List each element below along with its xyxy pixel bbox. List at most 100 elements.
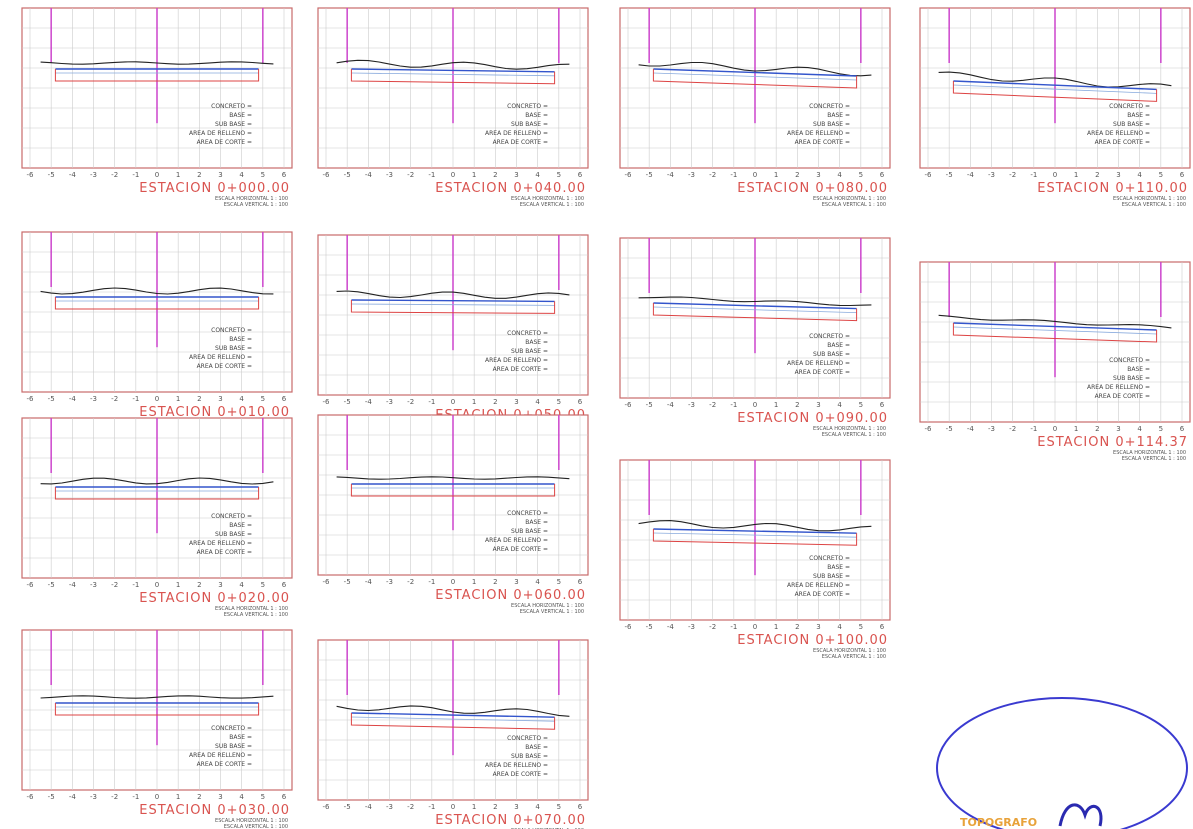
- x-tick-label: -3: [386, 578, 393, 586]
- x-tick-label: 6: [880, 401, 885, 409]
- x-tick-label: 5: [859, 171, 863, 179]
- x-tick-label: 5: [859, 623, 863, 631]
- area-legend: CONCRETO =: [211, 103, 252, 110]
- subbase-line: [653, 72, 857, 81]
- x-tick-label: 4: [239, 395, 244, 403]
- cross-section: -6 -5 -4 -3 -2 -1 0 1 2 3 4 5 6 CONCRETO = BASE = SUB B…: [21, 231, 293, 432]
- scale-h: ESCALA HORIZONTAL 1 : 100: [1113, 450, 1186, 456]
- x-tick-label: -6: [323, 171, 331, 179]
- area-legend: BASE =: [229, 734, 252, 741]
- subbase-line: [653, 532, 857, 538]
- x-tick-label: -5: [646, 401, 653, 409]
- area-legend: AREA DE CORTE =: [1095, 393, 1150, 400]
- x-tick-label: 0: [155, 793, 159, 801]
- area-legend: SUB BASE =: [215, 121, 252, 128]
- area-legend: AREA DE CORTE =: [197, 139, 252, 146]
- x-tick-label: 6: [578, 398, 583, 406]
- x-tick-label: -6: [27, 793, 35, 801]
- station-label: ESTACION 0+010.00: [139, 405, 290, 420]
- x-tick-label: 5: [1159, 171, 1163, 179]
- area-legend: AREA DE RELLENO =: [189, 130, 252, 137]
- x-tick-label: -4: [69, 395, 77, 403]
- area-legend: CONCRETO =: [1109, 103, 1150, 110]
- area-legend: BASE =: [525, 112, 548, 119]
- x-tick-label: 2: [795, 401, 799, 409]
- terrain-line: [638, 61, 872, 77]
- subbase-line: [351, 303, 555, 306]
- x-tick-label: 1: [176, 171, 180, 179]
- x-tick-label: -4: [967, 171, 975, 179]
- cross-section: -6 -5 -4 -3 -2 -1 0 1 2 3 4 5 6 CONCRETO = BASE = SUB B…: [317, 639, 589, 829]
- x-tick-label: 5: [261, 793, 265, 801]
- pavement-line: [953, 80, 1157, 91]
- x-tick-label: -3: [688, 171, 695, 179]
- x-tick-label: 6: [578, 171, 583, 179]
- cross-section: -6 -5 -4 -3 -2 -1 0 1 2 3 4 5 6 CONCRETO = BASE = SUB B…: [919, 7, 1191, 208]
- station-label: ESTACION 0+090.00: [737, 411, 888, 426]
- x-tick-label: -5: [946, 171, 953, 179]
- cut-line: [652, 303, 858, 322]
- x-tick-label: 0: [753, 401, 757, 409]
- x-tick-label: -5: [946, 425, 953, 433]
- subbase-line: [351, 716, 555, 722]
- cut-line: [350, 713, 556, 730]
- scale-h: ESCALA HORIZONTAL 1 : 100: [1113, 196, 1186, 202]
- x-tick-label: 3: [1116, 425, 1120, 433]
- x-tick-label: 6: [282, 581, 287, 589]
- terrain-line: [40, 477, 274, 485]
- area-legend: CONCRETO =: [211, 327, 252, 334]
- x-tick-label: -4: [365, 578, 373, 586]
- x-tick-label: 4: [837, 171, 842, 179]
- x-tick-label: 3: [514, 171, 518, 179]
- scale-h: ESCALA HORIZONTAL 1 : 100: [813, 426, 886, 432]
- station-label: ESTACION 0+114.37: [1037, 435, 1188, 450]
- x-tick-label: 2: [493, 398, 497, 406]
- x-tick-label: 0: [753, 171, 757, 179]
- x-tick-label: -6: [323, 803, 331, 811]
- x-tick-label: -3: [90, 581, 97, 589]
- area-legend: AREA DE CORTE =: [795, 139, 850, 146]
- x-tick-label: 2: [197, 395, 201, 403]
- scale-h: ESCALA HORIZONTAL 1 : 100: [813, 648, 886, 654]
- x-tick-label: -1: [730, 171, 737, 179]
- x-tick-label: 6: [578, 803, 583, 811]
- x-tick-label: -5: [646, 171, 653, 179]
- x-tick-label: -1: [428, 398, 435, 406]
- area-legend: SUB BASE =: [813, 121, 850, 128]
- area-legend: SUB BASE =: [1113, 375, 1150, 382]
- x-tick-label: 1: [472, 171, 476, 179]
- area-legend: AREA DE CORTE =: [197, 549, 252, 556]
- x-tick-label: -3: [90, 395, 97, 403]
- cross-section: -6 -5 -4 -3 -2 -1 0 1 2 3 4 5 6 CONCRETO = BASE = SUB B…: [21, 629, 293, 829]
- cut-line: [350, 69, 556, 85]
- cut-line: [54, 297, 260, 310]
- x-tick-label: 6: [282, 395, 287, 403]
- terrain-line: [938, 314, 1172, 329]
- area-legend: SUB BASE =: [215, 743, 252, 750]
- area-legend: AREA DE CORTE =: [197, 363, 252, 370]
- x-tick-label: 3: [514, 803, 518, 811]
- x-tick-label: 0: [451, 578, 455, 586]
- cross-section: -6 -5 -4 -3 -2 -1 0 1 2 3 4 5 6 CONCRETO = BASE = SUB B…: [21, 7, 293, 208]
- x-tick-label: -1: [132, 395, 139, 403]
- cross-section: -6 -5 -4 -3 -2 -1 0 1 2 3 4 5 6 CONCRETO = BASE = SUB B…: [21, 417, 293, 618]
- x-tick-label: 2: [1095, 425, 1099, 433]
- x-tick-label: 0: [451, 803, 455, 811]
- x-tick-label: -2: [407, 398, 414, 406]
- x-tick-label: 3: [218, 171, 222, 179]
- x-tick-label: -1: [730, 401, 737, 409]
- cross-section: -6 -5 -4 -3 -2 -1 0 1 2 3 4 5 6 CONCRETO = BASE = SUB B…: [919, 261, 1191, 462]
- x-tick-label: -4: [365, 398, 373, 406]
- area-legend: AREA DE RELLENO =: [189, 354, 252, 361]
- area-legend: SUB BASE =: [511, 753, 548, 760]
- terrain-line: [40, 287, 274, 295]
- signature: [1058, 803, 1103, 827]
- x-tick-label: 4: [239, 581, 244, 589]
- cross-section: -6 -5 -4 -3 -2 -1 0 1 2 3 4 5 6 CONCRETO = BASE = SUB B…: [317, 234, 589, 435]
- cut-line: [952, 323, 1158, 343]
- x-tick-label: -1: [428, 803, 435, 811]
- area-legend: CONCRETO =: [211, 513, 252, 520]
- x-tick-label: 0: [753, 623, 757, 631]
- x-tick-label: 3: [218, 793, 222, 801]
- station-label: ESTACION 0+100.00: [737, 633, 888, 648]
